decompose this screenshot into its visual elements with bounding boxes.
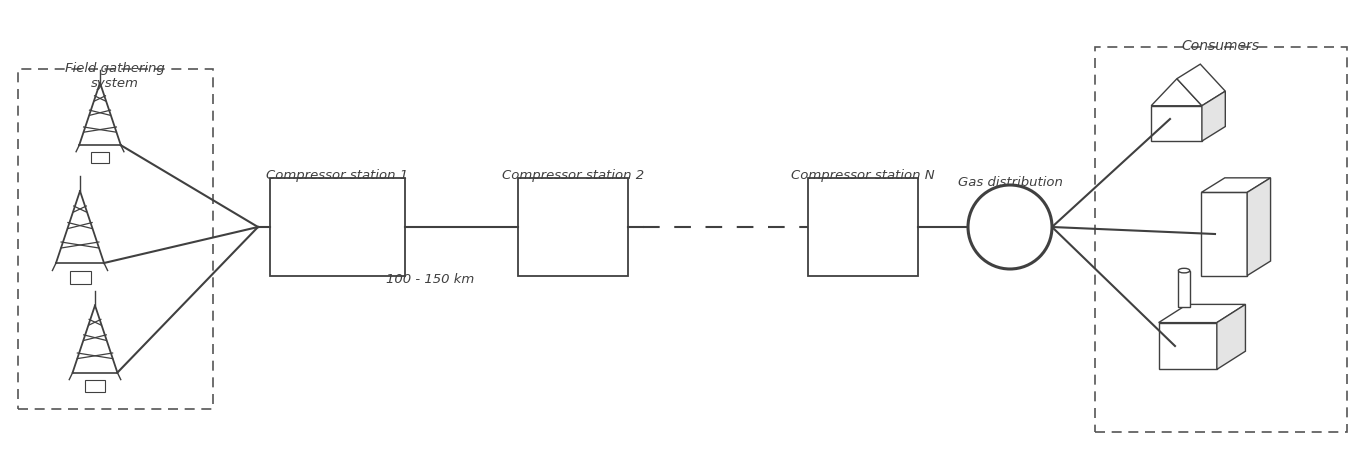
Text: Compressor station N: Compressor station N: [791, 169, 934, 182]
Ellipse shape: [1178, 268, 1190, 273]
Bar: [86, 380, 105, 392]
Polygon shape: [1159, 304, 1245, 323]
Polygon shape: [1216, 304, 1245, 370]
Text: Compressor station 1: Compressor station 1: [266, 169, 409, 182]
Polygon shape: [1201, 192, 1248, 276]
Polygon shape: [1201, 91, 1226, 141]
Bar: [69, 271, 90, 284]
Text: Compressor station 2: Compressor station 2: [503, 169, 644, 182]
Polygon shape: [1151, 106, 1201, 141]
Text: Gas distribution
system: Gas distribution system: [957, 176, 1062, 204]
Text: Field gathering
system: Field gathering system: [65, 62, 165, 90]
Bar: [18, 69, 212, 409]
Text: 100 - 150 km: 100 - 150 km: [385, 273, 474, 286]
Bar: [270, 178, 405, 276]
Polygon shape: [1159, 323, 1216, 370]
Bar: [1178, 271, 1190, 307]
Bar: [518, 178, 628, 276]
Polygon shape: [1248, 178, 1271, 276]
Bar: [808, 178, 918, 276]
Bar: [1095, 47, 1347, 432]
Bar: [91, 152, 109, 163]
Text: Consumers: Consumers: [1181, 39, 1258, 53]
Polygon shape: [1151, 79, 1201, 106]
Circle shape: [968, 185, 1051, 269]
Polygon shape: [1201, 178, 1271, 192]
Polygon shape: [1177, 64, 1226, 106]
